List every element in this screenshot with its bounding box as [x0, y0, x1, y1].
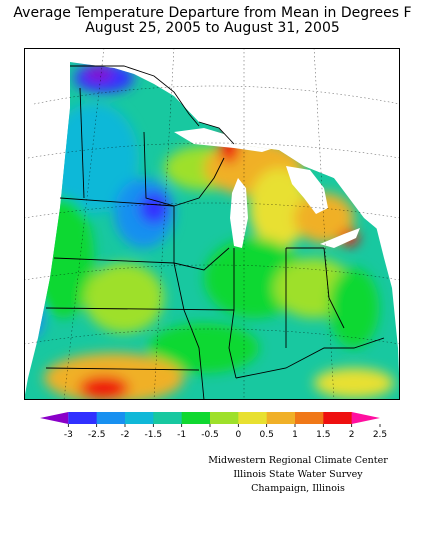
legend-tick-label: 1.5 — [316, 430, 330, 440]
legend-swatch — [153, 412, 183, 424]
legend-swatch — [266, 412, 296, 424]
state-boundaries — [45, 87, 385, 400]
lake-huron — [286, 166, 328, 214]
legend-tick-label: 1 — [292, 430, 298, 440]
credit-location: Champaign, Illinois — [251, 483, 345, 494]
credit-center: Midwestern Regional Climate Center — [208, 455, 388, 466]
legend-swatch — [323, 412, 353, 424]
legend-swatch — [210, 412, 239, 424]
legend-swatch — [125, 412, 154, 424]
legend-tick-label: -3 — [64, 430, 73, 440]
legend-swatch — [181, 412, 211, 424]
lat-lon-grid — [24, 48, 400, 400]
legend-tick-label: 0.5 — [260, 430, 274, 440]
legend-tick-label: -1.5 — [145, 430, 163, 440]
lake-michigan — [230, 178, 248, 248]
legend-swatch — [295, 412, 324, 424]
legend-swatch — [351, 412, 380, 424]
legend-tick-label: 0 — [235, 430, 241, 440]
legend-tick-label: -2 — [121, 430, 130, 440]
lake-erie — [320, 228, 360, 248]
legend-swatch — [68, 412, 98, 424]
temperature-departure-map — [24, 48, 400, 400]
legend-tick-label: -0.5 — [201, 430, 219, 440]
legend-swatch — [40, 412, 69, 424]
credit-survey: Illinois State Water Survey — [233, 469, 363, 480]
color-legend: -3 -2.5 -2 -1.5 -1 -0.5 0 0.5 1 1.5 2 2.5 — [40, 412, 387, 440]
map-date-range: August 25, 2005 to August 31, 2005 — [85, 20, 340, 36]
legend-tick-label: 2 — [349, 430, 355, 440]
legend-tick-label: 2.5 — [373, 430, 387, 440]
legend-tick-label: -2.5 — [88, 430, 106, 440]
legend-tick-label: -1 — [177, 430, 186, 440]
legend-swatch — [238, 412, 268, 424]
map-border — [24, 48, 400, 400]
map-title: Average Temperature Departure from Mean … — [13, 5, 412, 21]
legend-swatch — [96, 412, 126, 424]
